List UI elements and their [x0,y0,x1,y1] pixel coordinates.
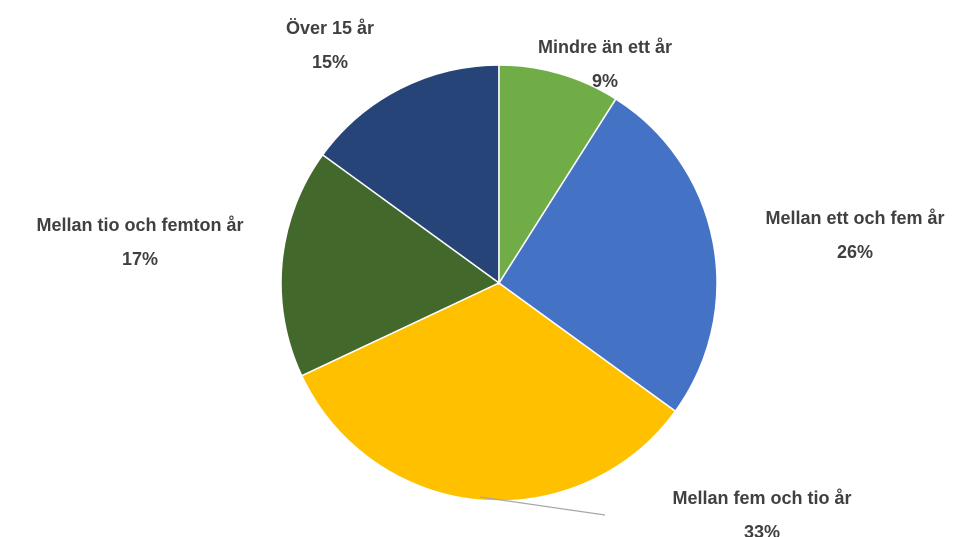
value-label: 17% [121,249,159,269]
category-label: Mellan fem och tio år [672,488,852,508]
value-label: 9% [591,71,618,91]
category-label: Mindre än ett år [537,37,673,57]
category-label: Över 15 år [285,18,375,38]
data-label: Mellan ett och fem år 26% [735,201,975,269]
data-label: Mellan tio och femton år 17% [20,208,260,276]
value-label: 26% [836,242,874,262]
leader-line [479,496,606,516]
data-label: Över 15 år 15% [230,11,430,79]
data-label: Mindre än ett år 9% [485,30,725,98]
pie-slice [280,153,501,377]
data-label: Mellan fem och tio år 33% [632,481,892,537]
pie-slice [321,64,500,285]
value-label: 33% [743,522,781,537]
category-label: Mellan ett och fem år [765,208,945,228]
pie-slice [498,64,617,286]
category-label: Mellan tio och femton år [36,215,244,235]
value-label: 15% [311,52,349,72]
pie-slice [497,97,718,413]
pie-slice [300,282,677,502]
